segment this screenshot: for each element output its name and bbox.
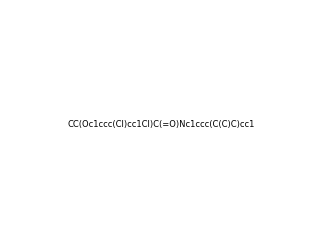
Text: CC(Oc1ccc(Cl)cc1Cl)C(=O)Nc1ccc(C(C)C)cc1: CC(Oc1ccc(Cl)cc1Cl)C(=O)Nc1ccc(C(C)C)cc1 [68,120,255,129]
